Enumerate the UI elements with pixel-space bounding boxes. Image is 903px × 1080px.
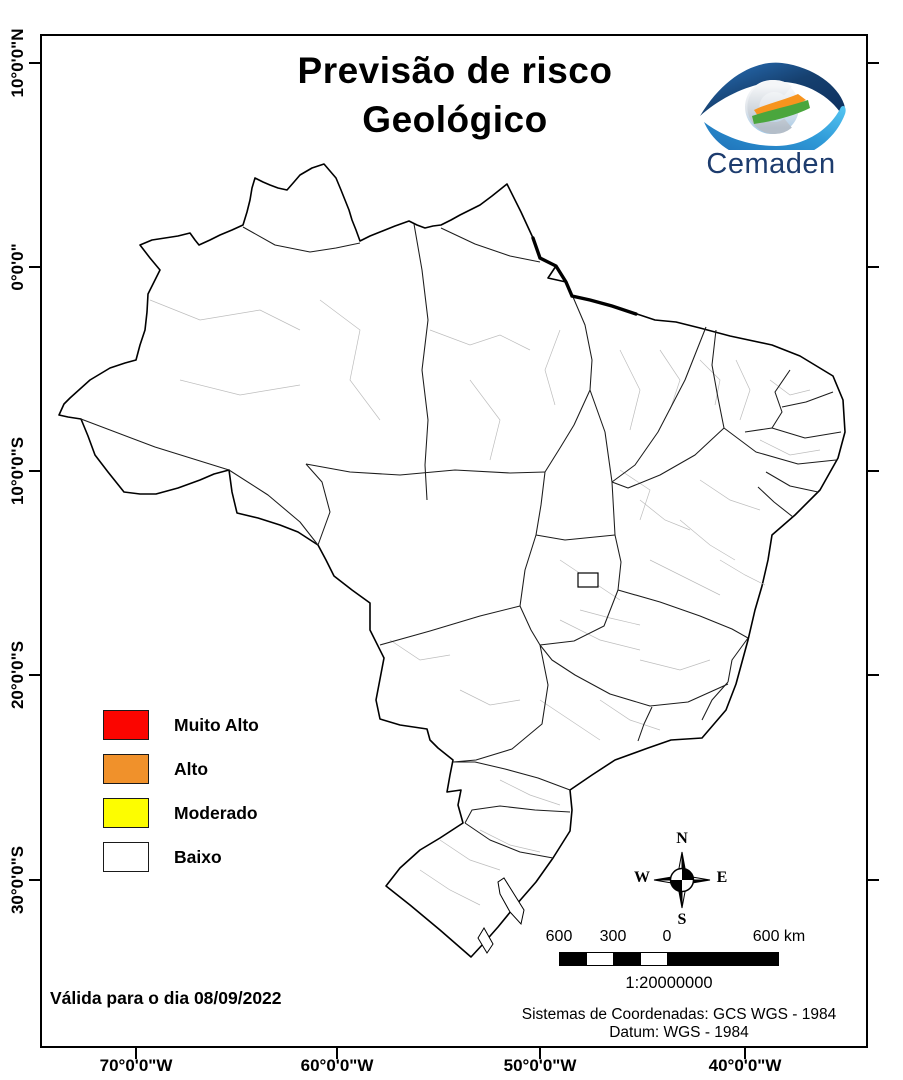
scale-bar-track — [559, 952, 779, 966]
longitude-tick — [135, 1048, 137, 1059]
legend: Muito Alto Alto Moderado Baixo — [103, 710, 259, 886]
title-line-2: Geológico — [362, 99, 548, 140]
legend-label: Baixo — [174, 846, 222, 867]
legend-row: Alto — [103, 754, 259, 784]
longitude-label: 70°0'0"W — [99, 1056, 173, 1075]
latitude-label: 10°0'0"S — [8, 436, 27, 506]
compass-south-label: S — [677, 911, 687, 928]
coordinate-system-line-1: Sistemas de Coordenadas: GCS WGS - 1984 — [521, 1006, 837, 1023]
scale-segment — [668, 953, 778, 965]
latitude-tick — [868, 62, 879, 64]
legend-swatch — [103, 754, 149, 784]
compass-rose: N S E W — [632, 830, 732, 930]
longitude-label: 40°0'0"W — [708, 1056, 782, 1075]
scale-label: 0 — [662, 928, 672, 945]
cemaden-logo: Cemaden — [676, 58, 866, 181]
scale-segment — [641, 953, 668, 965]
latitude-tick — [868, 879, 879, 881]
compass-north-label: N — [676, 830, 688, 847]
latitude-tick — [29, 470, 40, 472]
legend-label: Muito Alto — [174, 714, 259, 735]
validity-note: Válida para o dia 08/09/2022 — [50, 988, 282, 1008]
legend-swatch — [103, 710, 149, 740]
latitude-tick — [29, 879, 40, 881]
compass-star-icon — [653, 851, 711, 909]
scale-segment — [560, 953, 587, 965]
scale-label: 600 km — [752, 928, 806, 945]
cemaden-logo-text: Cemaden — [706, 148, 836, 180]
latitude-label: 20°0'0"S — [8, 640, 27, 710]
latitude-tick — [868, 470, 879, 472]
distrito-federal-outline — [577, 572, 599, 588]
legend-swatch — [103, 842, 149, 872]
scale-segment — [614, 953, 641, 965]
cemaden-eye-icon — [700, 62, 846, 150]
coordinate-system-line-2: Datum: WGS - 1984 — [609, 1024, 749, 1041]
scale-ratio: 1:20000000 — [625, 974, 713, 992]
title-line-1: Previsão de risco — [297, 50, 613, 91]
latitude-tick — [29, 266, 40, 268]
compass-east-label: E — [716, 869, 728, 886]
legend-label: Moderado — [174, 802, 258, 823]
coordinate-system-note: Sistemas de Coordenadas: GCS WGS - 1984 … — [494, 1006, 864, 1042]
longitude-tick — [336, 1048, 338, 1059]
latitude-tick — [29, 674, 40, 676]
legend-row: Muito Alto — [103, 710, 259, 740]
longitude-tick — [744, 1048, 746, 1059]
latitude-tick — [868, 266, 879, 268]
latitude-label: 30°0'0"S — [8, 845, 27, 915]
scale-label: 600 — [545, 928, 573, 945]
scale-bar: 1:20000000 600 300 0 600 km — [546, 928, 806, 998]
legend-swatch — [103, 798, 149, 828]
latitude-label: 10°0'0"N — [8, 28, 27, 98]
map-title: Previsão de risco Geológico — [150, 46, 760, 144]
scale-label: 300 — [599, 928, 627, 945]
latitude-tick — [29, 62, 40, 64]
latitude-tick — [868, 674, 879, 676]
longitude-label: 50°0'0"W — [503, 1056, 577, 1075]
scale-segment — [587, 953, 614, 965]
legend-row: Baixo — [103, 842, 259, 872]
legend-label: Alto — [174, 758, 209, 779]
longitude-label: 60°0'0"W — [300, 1056, 374, 1075]
compass-west-label: W — [634, 869, 650, 886]
longitude-tick — [539, 1048, 541, 1059]
legend-row: Moderado — [103, 798, 259, 828]
latitude-label: 0°0'0" — [8, 243, 27, 291]
